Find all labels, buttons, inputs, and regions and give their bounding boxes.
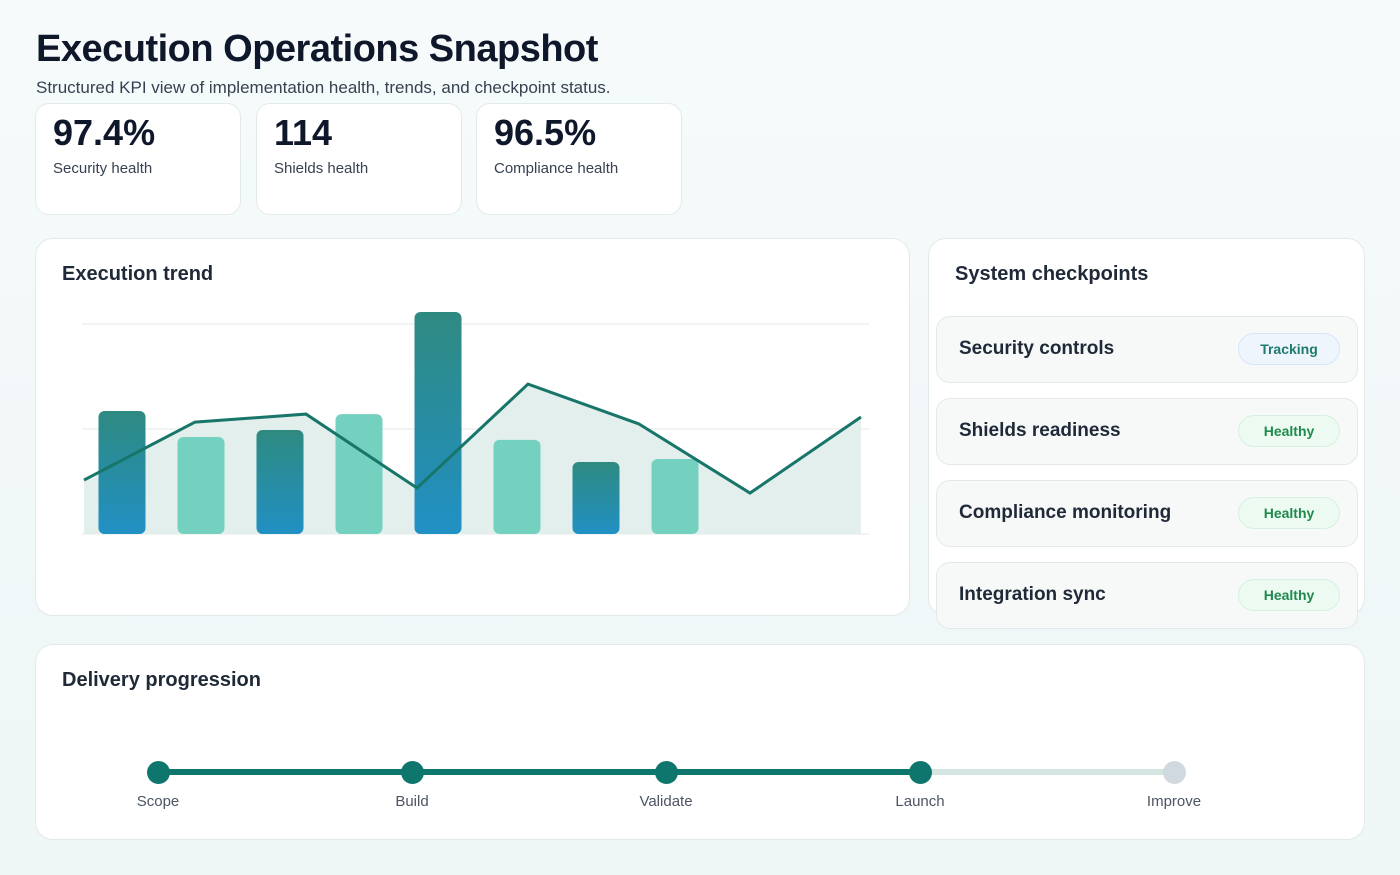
step-dot [400, 761, 424, 784]
checkpoint-name: Shields readiness [959, 420, 1121, 441]
progress-segment [412, 769, 666, 775]
checkpoint-item[interactable]: Integration sync Healthy [936, 562, 1358, 629]
kpi-value: 114 [274, 112, 333, 153]
bar [335, 414, 383, 534]
card-title: System checkpoints [955, 263, 1149, 285]
page-subtitle: Structured KPI view of implementation he… [36, 78, 611, 97]
execution-trend-chart [82, 312, 869, 535]
execution-trend-card: Execution trend [35, 238, 910, 616]
step-dot [654, 761, 678, 784]
step-dot [1162, 761, 1186, 784]
checkpoint-name: Integration sync [959, 584, 1106, 605]
bar [493, 439, 541, 534]
status-badge: Healthy [1238, 415, 1340, 447]
bar [572, 461, 620, 534]
checkpoint-name: Compliance monitoring [959, 502, 1172, 523]
checkpoint-item[interactable]: Compliance monitoring Healthy [936, 480, 1358, 547]
bar [414, 312, 462, 534]
status-badge: Tracking [1238, 333, 1340, 365]
checkpoint-name: Security controls [959, 338, 1115, 359]
step-label: Scope [136, 793, 180, 810]
page-title: Execution Operations Snapshot [36, 28, 598, 70]
delivery-progression-card: Delivery progression Scope Build Validate L… [35, 644, 1365, 840]
kpi-value: 97.4% [53, 112, 156, 153]
status-badge: Healthy [1238, 497, 1340, 529]
checkpoints-card: System checkpoints Security controls Trac… [928, 238, 1365, 629]
bar [256, 430, 304, 534]
step-label: Build [395, 793, 429, 810]
progress-segment [920, 769, 1174, 775]
status-badge: Healthy [1238, 579, 1340, 611]
step-label: Improve [1146, 793, 1202, 810]
bar [651, 459, 699, 534]
kpi-label: Compliance health [494, 160, 619, 177]
step-label: Validate [639, 793, 693, 810]
kpi-card-compliance: 96.5% Compliance health [476, 103, 682, 215]
card-title: Execution trend [62, 263, 214, 285]
progress-segment [158, 769, 412, 775]
kpi-label: Shields health [274, 160, 369, 177]
checkpoint-item[interactable]: Shields readiness Healthy [936, 398, 1358, 465]
kpi-label: Security health [53, 160, 153, 177]
kpi-card-shields: 114 Shields health [256, 103, 462, 215]
step-dot [908, 761, 932, 784]
trend-line [83, 382, 862, 495]
kpi-value: 96.5% [494, 112, 597, 153]
step-dot [146, 761, 170, 784]
card-title: Delivery progression [62, 669, 261, 691]
checkpoint-item[interactable]: Security controls Tracking [936, 316, 1358, 383]
progress-segment [666, 769, 920, 775]
bar [177, 436, 225, 534]
kpi-card-security: 97.4% Security health [35, 103, 241, 215]
step-label: Launch [895, 793, 945, 810]
bar [98, 410, 146, 534]
